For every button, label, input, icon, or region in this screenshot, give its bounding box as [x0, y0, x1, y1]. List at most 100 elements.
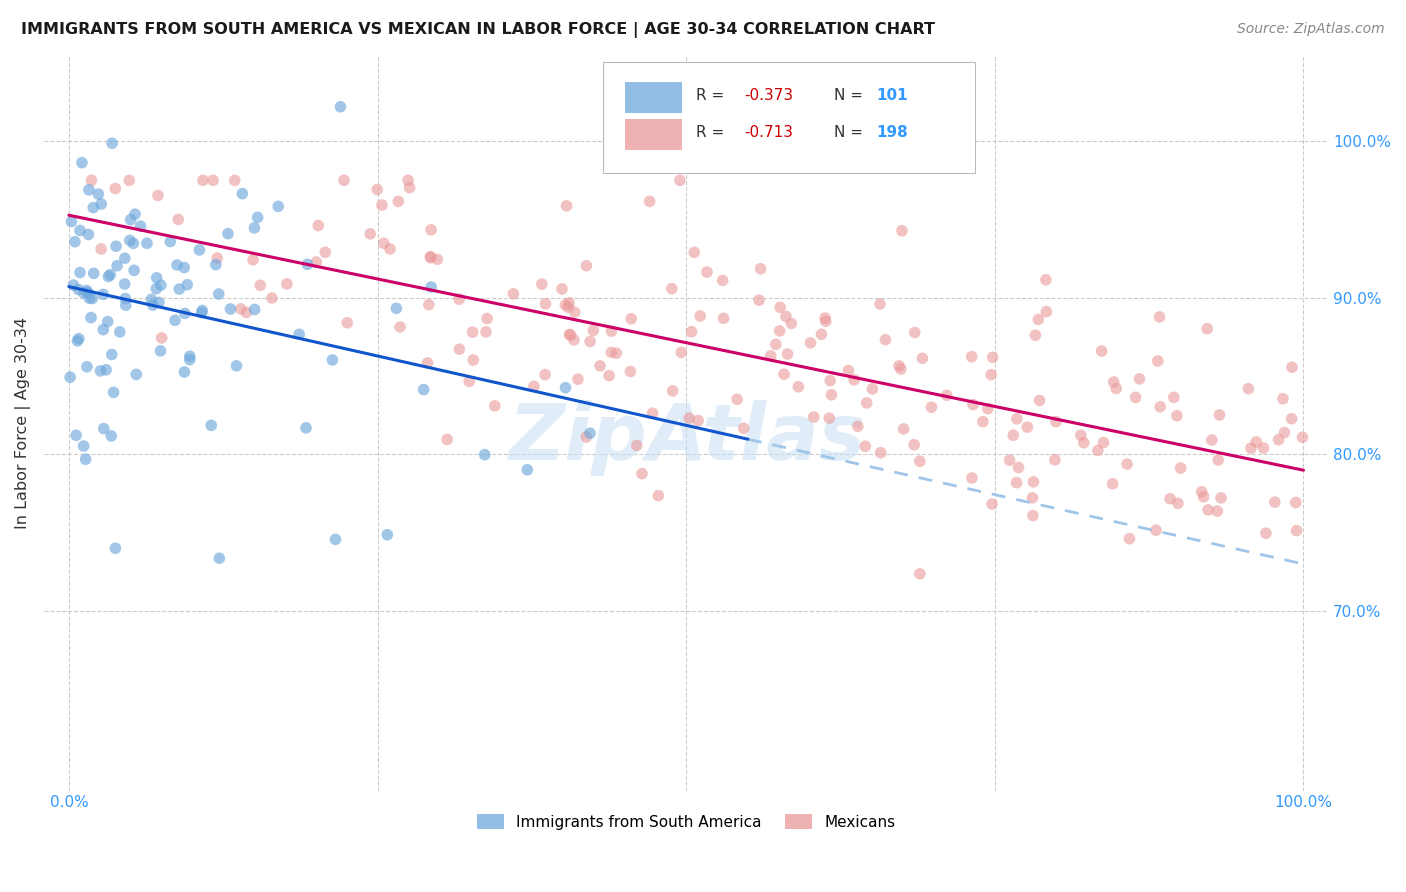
Point — [159, 235, 181, 249]
Point — [373, 236, 395, 251]
Text: ZipAtlas: ZipAtlas — [508, 400, 865, 475]
Point — [1291, 430, 1313, 444]
Point — [671, 345, 693, 359]
Point — [366, 182, 388, 196]
Point — [1167, 496, 1189, 510]
Point — [962, 398, 984, 412]
Point — [90, 197, 112, 211]
Point — [1201, 433, 1223, 447]
Point — [641, 406, 664, 420]
Point — [371, 198, 394, 212]
Point — [1005, 411, 1028, 425]
Point — [387, 194, 409, 209]
Point — [678, 411, 700, 425]
Point — [385, 301, 408, 316]
Point — [419, 250, 441, 264]
Point — [325, 533, 347, 547]
Point — [229, 301, 252, 316]
Point — [82, 201, 104, 215]
Point — [70, 155, 93, 169]
Point — [449, 342, 471, 356]
Point — [1022, 508, 1045, 523]
Point — [1043, 453, 1066, 467]
Point — [1274, 425, 1296, 440]
Point — [66, 334, 89, 348]
Point — [534, 368, 557, 382]
Point — [436, 433, 458, 447]
Point — [773, 368, 796, 382]
Text: N =: N = — [834, 125, 863, 140]
Point — [375, 527, 398, 541]
Point — [333, 173, 356, 187]
Point — [725, 392, 748, 407]
Point — [1267, 433, 1289, 447]
Point — [1028, 393, 1050, 408]
Point — [219, 301, 242, 316]
Point — [359, 227, 381, 241]
Text: Source: ZipAtlas.com: Source: ZipAtlas.com — [1237, 22, 1385, 37]
Point — [769, 324, 792, 338]
Point — [1159, 491, 1181, 506]
Point — [960, 471, 983, 485]
Point — [249, 278, 271, 293]
Point — [166, 258, 188, 272]
Point — [202, 173, 225, 187]
Point — [1281, 360, 1303, 375]
Point — [475, 311, 498, 326]
Point — [780, 317, 803, 331]
Point — [661, 384, 683, 398]
Point — [174, 306, 197, 320]
Point — [389, 320, 412, 334]
Point — [307, 219, 329, 233]
Point — [875, 333, 897, 347]
Point — [582, 323, 605, 337]
Point — [94, 363, 117, 377]
Point — [554, 381, 576, 395]
Point — [149, 278, 172, 293]
Point — [631, 467, 654, 481]
Point — [416, 356, 439, 370]
Point — [329, 100, 352, 114]
Point — [288, 327, 311, 342]
Point — [142, 298, 165, 312]
Point — [207, 251, 229, 265]
Point — [748, 293, 770, 308]
Point — [146, 188, 169, 202]
Point — [76, 285, 98, 300]
Point — [314, 245, 336, 260]
Point — [661, 282, 683, 296]
Point — [419, 251, 441, 265]
Point — [820, 388, 842, 402]
Point — [67, 332, 90, 346]
Point — [688, 414, 710, 428]
Point — [1144, 523, 1167, 537]
Point — [101, 136, 124, 151]
Point — [1271, 392, 1294, 406]
Point — [696, 265, 718, 279]
Point — [558, 295, 581, 310]
Point — [243, 220, 266, 235]
Point — [1092, 435, 1115, 450]
Point — [1206, 504, 1229, 518]
Text: R =: R = — [696, 88, 724, 103]
Point — [579, 426, 602, 441]
Point — [176, 277, 198, 292]
Point — [1208, 408, 1230, 422]
Point — [463, 353, 485, 368]
Point — [980, 368, 1002, 382]
Point — [1125, 390, 1147, 404]
Point — [1087, 443, 1109, 458]
Point — [920, 401, 942, 415]
Point — [336, 316, 359, 330]
Point — [484, 399, 506, 413]
Point — [129, 219, 152, 234]
Point — [733, 421, 755, 435]
Point — [90, 242, 112, 256]
Point — [1285, 524, 1308, 538]
Point — [97, 269, 120, 284]
Legend: Immigrants from South America, Mexicans: Immigrants from South America, Mexicans — [471, 808, 901, 836]
Point — [100, 429, 122, 443]
Point — [145, 282, 167, 296]
Point — [1105, 382, 1128, 396]
Point — [1073, 435, 1095, 450]
